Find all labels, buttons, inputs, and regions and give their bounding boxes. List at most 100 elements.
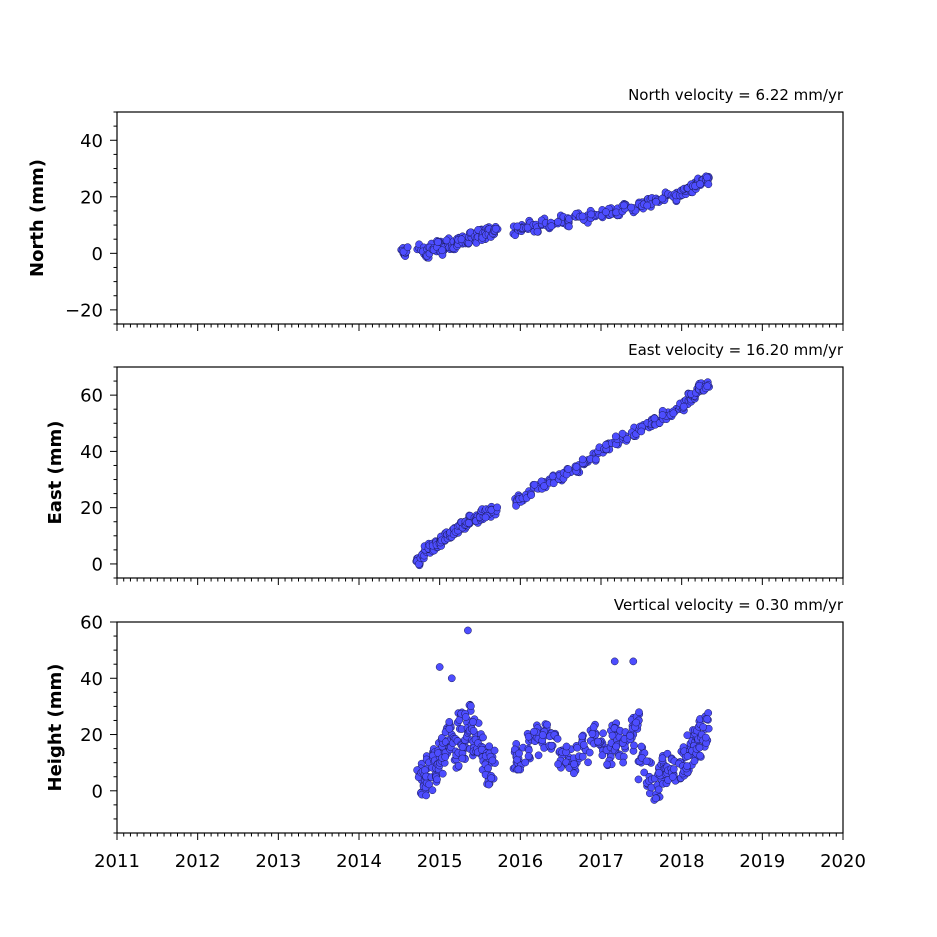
data-point [553,734,562,743]
data-point [487,774,496,783]
data-point [481,513,490,522]
y-axis-title: East (mm) [45,421,66,525]
x-tick-label: 2020 [820,851,866,872]
data-point [530,480,539,489]
data-point [602,208,610,216]
data-point [543,720,551,729]
data-point [464,626,472,635]
data-points-east [412,378,713,570]
data-point [435,663,444,671]
data-point [579,741,588,749]
data-point [547,222,556,230]
data-point [632,718,640,727]
data-point [592,455,600,464]
data-point [578,212,587,221]
data-point [441,753,450,761]
y-tick-label: 20 [80,498,103,519]
y-tick-label: 60 [80,613,103,634]
data-point [623,435,631,443]
data-point [534,751,543,760]
data-point [703,382,712,391]
data-point [635,708,643,717]
data-point [547,741,556,750]
data-point [651,794,660,803]
data-point [513,222,522,231]
data-point [587,210,595,219]
x-tick-label: 2017 [578,851,624,872]
data-point [690,757,699,765]
data-point [515,749,523,758]
panel-north: −20 0 20 40 North (mm) North velocity = 6.22 … [27,86,844,331]
data-point [438,246,446,255]
data-point [565,222,573,231]
data-point [458,754,467,763]
data-point [620,201,628,210]
data-point [530,727,538,736]
data-point [458,743,467,751]
y-tick-label: 0 [92,781,103,802]
panel-east: 0 20 40 60 East (mm) East velocity = 16.20 mm… [45,341,844,585]
y-tick-label: 60 [80,386,103,407]
data-point [538,731,547,739]
data-point [629,657,638,666]
data-point [619,758,627,767]
data-point [493,503,502,512]
x-tick-label: 2013 [255,851,301,872]
data-point [433,775,441,784]
data-point [658,194,667,203]
data-point [421,766,429,775]
data-point [654,785,663,794]
data-point [599,729,607,738]
data-point [524,752,533,760]
data-point [683,752,692,761]
data-point [485,742,494,751]
y-tick-label: 20 [80,187,103,208]
data-point [699,723,708,731]
data-point [564,465,573,473]
data-point [428,786,437,795]
data-point [562,742,571,751]
data-point [533,227,542,236]
data-point [669,409,678,418]
data-point [527,491,536,499]
data-point [554,760,562,769]
x-tick-label: 2019 [739,851,785,872]
data-point [626,731,634,740]
panel-height: 2011 2012 2013 2014 2015 2016 2017 2018 2019 2020… [45,596,866,872]
data-point [611,432,620,441]
data-point [703,715,712,723]
x-tick-label: 2014 [336,851,382,872]
velocity-label: Vertical velocity = 0.30 mm/yr [614,596,844,614]
data-point [618,429,627,438]
y-axis-title: North (mm) [27,159,48,277]
x-tick-label: 2015 [417,851,463,872]
data-point [589,723,598,732]
data-point [637,427,646,436]
data-point [658,754,667,763]
x-tick-label: 2016 [497,851,543,872]
data-point [640,768,649,777]
data-point [669,765,678,773]
x-tick-label: 2018 [659,851,705,872]
data-point [488,756,497,765]
data-point [683,731,692,740]
data-point [467,702,475,710]
data-point [637,742,646,751]
data-point [469,726,478,735]
data-point [570,769,578,778]
data-point [554,218,562,226]
data-point [578,455,587,464]
data-point [650,414,659,423]
data-point [683,762,691,770]
data-point [521,758,530,767]
data-point [457,235,466,244]
data-point [598,751,607,760]
data-point [454,761,463,770]
data-point [679,402,688,411]
data-point [584,758,592,767]
y-tick-label: 40 [80,442,103,463]
data-point [445,724,454,733]
y-tick-label: 0 [92,244,103,265]
data-point [422,791,430,800]
data-point [445,718,454,726]
